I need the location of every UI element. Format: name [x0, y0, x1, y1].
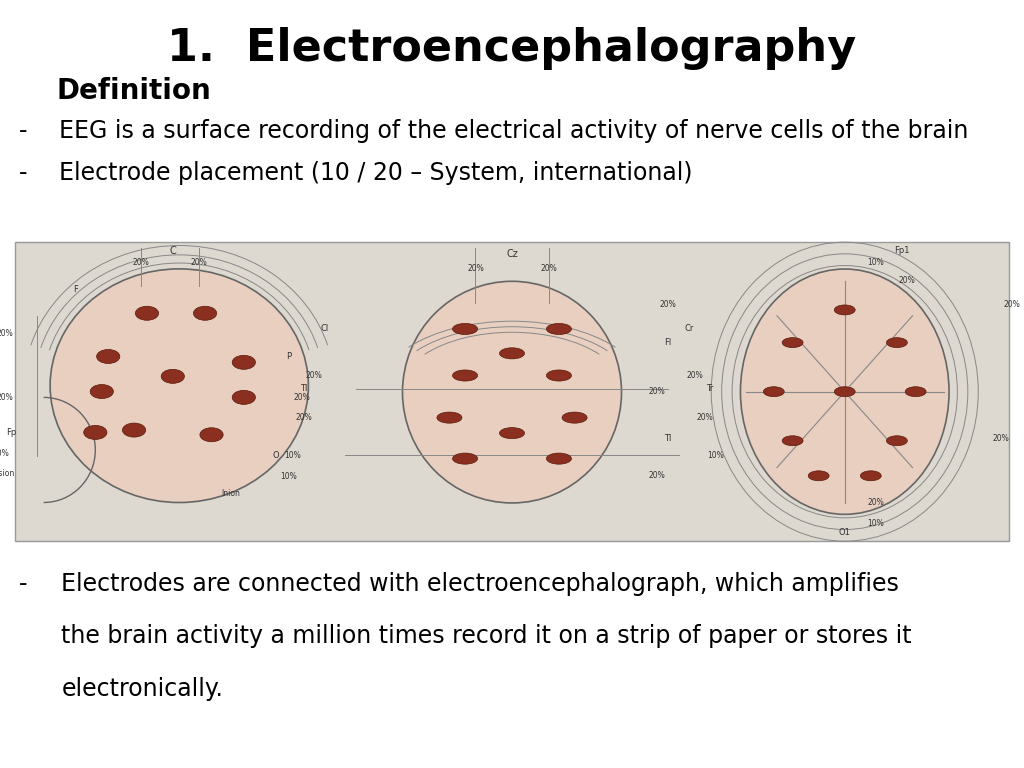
Text: 20%: 20% [305, 371, 323, 380]
Ellipse shape [764, 387, 784, 396]
Text: 20%: 20% [132, 258, 148, 267]
Text: 20%: 20% [899, 276, 915, 286]
Text: Cz: Cz [506, 249, 518, 259]
Text: Tl: Tl [300, 384, 307, 393]
Ellipse shape [90, 385, 114, 399]
Text: electronically.: electronically. [61, 677, 223, 700]
Text: 20%: 20% [190, 258, 207, 267]
Text: Cl: Cl [321, 324, 329, 333]
Text: Inion: Inion [221, 488, 241, 498]
Text: 20%: 20% [686, 371, 702, 380]
Ellipse shape [547, 323, 571, 335]
Ellipse shape [402, 281, 622, 503]
Text: 10%: 10% [0, 449, 9, 458]
Text: O: O [272, 452, 280, 460]
Ellipse shape [453, 453, 477, 464]
FancyBboxPatch shape [15, 242, 1009, 541]
Text: F: F [74, 286, 79, 294]
Ellipse shape [200, 428, 223, 442]
Text: Tl: Tl [664, 434, 671, 443]
Ellipse shape [161, 369, 184, 383]
Ellipse shape [835, 305, 855, 315]
Text: 20%: 20% [659, 300, 676, 309]
Ellipse shape [84, 425, 106, 439]
Ellipse shape [740, 269, 949, 515]
Text: 10%: 10% [867, 519, 885, 528]
Text: -: - [18, 161, 27, 185]
Ellipse shape [905, 387, 926, 396]
Text: Fp1: Fp1 [894, 247, 910, 256]
Ellipse shape [437, 412, 462, 423]
Text: C: C [169, 246, 176, 256]
Text: O1: O1 [839, 528, 851, 537]
Ellipse shape [782, 435, 803, 445]
Text: Fp: Fp [6, 428, 16, 437]
Text: Electrode placement (10 / 20 – System, international): Electrode placement (10 / 20 – System, i… [59, 161, 693, 185]
Text: 20%: 20% [467, 264, 484, 273]
Ellipse shape [887, 435, 907, 445]
Ellipse shape [194, 306, 217, 320]
Ellipse shape [123, 423, 145, 437]
Text: 10%: 10% [285, 451, 301, 460]
Ellipse shape [547, 370, 571, 381]
Text: 20%: 20% [993, 434, 1010, 443]
Text: 20%: 20% [540, 264, 557, 273]
Ellipse shape [547, 453, 571, 464]
Text: 20%: 20% [867, 498, 885, 507]
Text: P: P [287, 352, 292, 361]
Text: 20%: 20% [1004, 300, 1020, 309]
Ellipse shape [500, 428, 524, 439]
Ellipse shape [500, 348, 524, 359]
Text: 10%: 10% [867, 258, 885, 267]
Ellipse shape [782, 338, 803, 348]
Text: 20%: 20% [696, 413, 714, 422]
Ellipse shape [96, 349, 120, 363]
Ellipse shape [860, 471, 882, 481]
Ellipse shape [453, 323, 477, 335]
Text: -: - [18, 572, 27, 596]
Ellipse shape [808, 471, 829, 481]
Text: Definition: Definition [56, 77, 211, 104]
Text: 10%: 10% [281, 472, 297, 482]
Text: -: - [18, 119, 27, 143]
Text: 1.  Electroencephalography: 1. Electroencephalography [168, 27, 856, 70]
Ellipse shape [50, 269, 308, 502]
Ellipse shape [562, 412, 587, 423]
Text: 20%: 20% [294, 393, 310, 402]
Text: Nasion: Nasion [0, 468, 14, 478]
Text: 20%: 20% [0, 329, 13, 338]
Text: 10%: 10% [707, 451, 724, 460]
Text: the brain activity a million times record it on a strip of paper or stores it: the brain activity a million times recor… [61, 624, 912, 648]
Text: 20%: 20% [295, 413, 311, 422]
Ellipse shape [232, 390, 255, 405]
Text: 20%: 20% [0, 393, 13, 402]
Text: Cr: Cr [685, 324, 694, 333]
Ellipse shape [453, 370, 477, 381]
Text: EEG is a surface recording of the electrical activity of nerve cells of the brai: EEG is a surface recording of the electr… [59, 119, 969, 143]
Ellipse shape [135, 306, 159, 320]
Ellipse shape [835, 387, 855, 396]
Text: Fl: Fl [664, 338, 671, 347]
Text: 20%: 20% [648, 472, 666, 480]
Text: 20%: 20% [648, 387, 666, 396]
Text: Electrodes are connected with electroencephalograph, which amplifies: Electrodes are connected with electroenc… [61, 572, 899, 596]
Ellipse shape [887, 338, 907, 348]
Text: Tr: Tr [707, 384, 714, 393]
Ellipse shape [232, 356, 255, 369]
